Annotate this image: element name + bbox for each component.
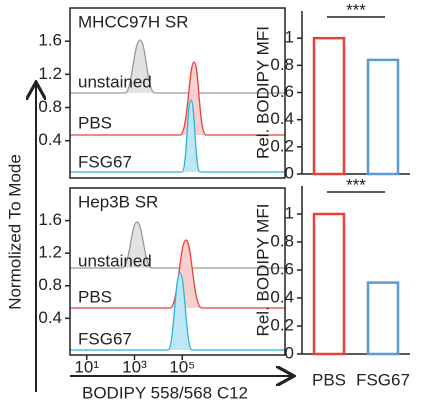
y-tick-label: 0.8 xyxy=(38,275,62,294)
panel-title: Hep3B SR xyxy=(78,192,158,211)
y-tick-label: 0.4 xyxy=(270,287,294,306)
panel-title: MHCC97H SR xyxy=(78,12,189,31)
y-tick-label: 0.8 xyxy=(38,97,62,116)
curve-label: FSG67 xyxy=(78,329,132,348)
y-tick-label: 0.2 xyxy=(270,315,294,334)
y-tick-label: 0.4 xyxy=(270,109,294,128)
curve-unstained xyxy=(70,39,285,94)
y-axis-label: Normolized To Mode xyxy=(5,154,24,310)
y-axis-label: Rel. BODIPY MFI xyxy=(253,204,272,337)
y-tick-label: 1.2 xyxy=(38,64,62,83)
x-tick-label: 10³ xyxy=(122,357,147,376)
y-tick-label: 1.6 xyxy=(38,210,62,229)
y-tick-label: 1.6 xyxy=(38,31,62,50)
x-tick-label: FSG67 xyxy=(356,370,410,389)
bar xyxy=(366,281,400,356)
curve-pbs xyxy=(70,61,285,136)
curve-fsg67 xyxy=(70,272,285,351)
y-tick-label: 0 xyxy=(285,163,294,182)
y-tick-label: 1 xyxy=(285,203,294,222)
curve-label: PBS xyxy=(78,113,112,132)
plot-frame xyxy=(69,7,286,179)
significance: *** xyxy=(346,175,366,194)
y-tick-label: 0.8 xyxy=(270,55,294,74)
y-tick-label: 1.2 xyxy=(38,243,62,262)
y-tick-label: 0 xyxy=(285,343,294,362)
curve-label: unstained xyxy=(78,251,152,270)
y-tick-label: 0.8 xyxy=(270,231,294,250)
curve-fsg67 xyxy=(70,99,285,173)
y-tick-label: 0.2 xyxy=(270,136,294,155)
bar xyxy=(312,212,346,356)
curve-unstained xyxy=(70,221,285,269)
y-axis-label: Rel. BODIPY MFI xyxy=(253,26,272,159)
bar xyxy=(366,58,400,176)
x-tick-label: PBS xyxy=(312,370,346,389)
x-tick-label: 10⁵ xyxy=(169,357,195,376)
curve-label: PBS xyxy=(78,287,112,306)
plot-frame xyxy=(69,187,286,356)
y-tick-label: 1 xyxy=(285,28,294,47)
significance: *** xyxy=(346,0,366,19)
curve-label: FSG67 xyxy=(78,152,132,171)
x-tick-label: 10¹ xyxy=(74,357,99,376)
bar xyxy=(312,36,346,176)
y-tick-label: 0.4 xyxy=(38,308,62,327)
y-tick-label: 0.6 xyxy=(270,259,294,278)
x-axis-label: BODIPY 558/568 C12 xyxy=(82,383,248,402)
y-tick-label: 0.4 xyxy=(38,130,62,149)
y-tick-label: 0.6 xyxy=(270,82,294,101)
curve-label: unstained xyxy=(78,72,152,91)
